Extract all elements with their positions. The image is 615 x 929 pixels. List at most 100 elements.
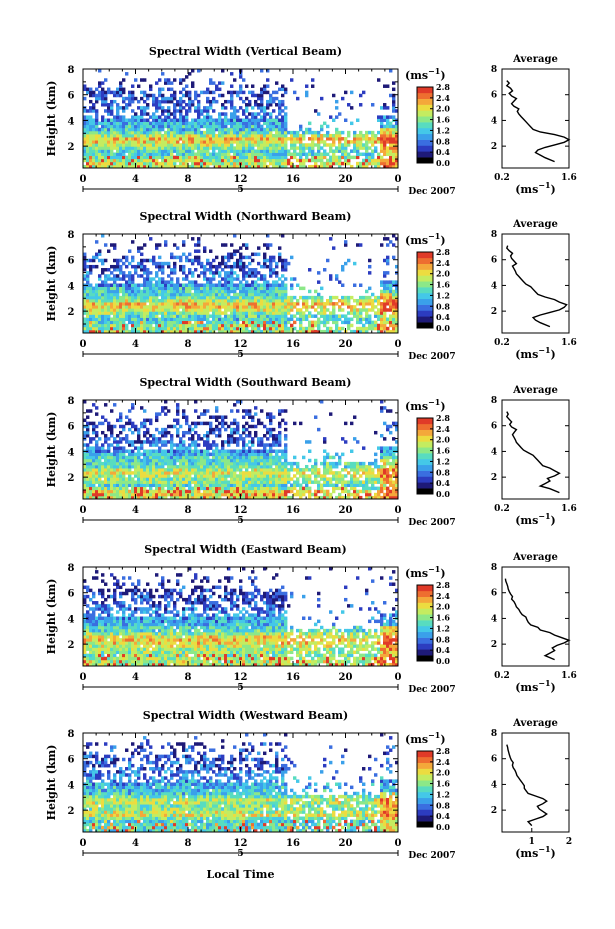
heatmap-cell — [356, 146, 360, 150]
heatmap-cell — [173, 130, 177, 135]
heatmap-cell — [203, 323, 207, 328]
heatmap-cell — [161, 271, 165, 275]
heatmap-cell — [137, 320, 141, 325]
heatmap-cell — [392, 152, 396, 157]
heatmap-cell — [236, 137, 240, 141]
heatmap-cell — [347, 155, 351, 160]
heatmap-cell — [170, 127, 174, 132]
heatmap-cell — [101, 317, 105, 322]
heatmap-cell — [257, 302, 261, 306]
heatmap-cell — [368, 258, 372, 263]
heatmap-cell — [86, 143, 90, 147]
heatmap-cell — [347, 133, 351, 138]
heatmap-cell — [254, 317, 258, 322]
heatmap-cell — [227, 298, 231, 303]
heatmap-cell — [158, 329, 162, 334]
heatmap-cell — [92, 427, 96, 432]
heatmap-cell — [203, 409, 207, 413]
heatmap-cell — [206, 464, 210, 469]
heatmap-cell — [92, 158, 96, 163]
heatmap-cell — [206, 317, 210, 322]
heatmap-cell — [188, 146, 192, 150]
heatmap-cell — [326, 124, 330, 129]
heatmap-cell — [173, 489, 177, 494]
heatmap-cell — [308, 121, 312, 126]
heatmap-cell — [128, 137, 132, 141]
heatmap-cell — [170, 283, 174, 287]
heatmap-cell — [164, 96, 168, 101]
heatmap-cell — [197, 158, 201, 163]
heatmap-cell — [158, 78, 162, 82]
heatmap-cell — [311, 140, 315, 144]
heatmap-cell — [83, 295, 87, 300]
heatmap-cell — [95, 323, 99, 328]
heatmap-cell — [263, 277, 267, 281]
heatmap-cell — [350, 295, 354, 300]
heatmap-cell — [122, 452, 126, 457]
heatmap-cell — [197, 308, 201, 312]
heatmap-cell — [155, 452, 159, 457]
heatmap-cell — [140, 468, 144, 472]
heatmap-cell — [230, 149, 234, 153]
heatmap-cell — [200, 143, 204, 147]
heatmap-cell — [350, 317, 354, 322]
heatmap-cell — [284, 305, 288, 309]
heatmap-cell — [236, 152, 240, 157]
heatmap-cell — [116, 277, 120, 281]
heatmap-cell — [149, 121, 153, 126]
heatmap-cell — [383, 146, 387, 150]
heatmap-cell — [155, 140, 159, 144]
heatmap-cell — [206, 90, 210, 95]
heatmap-cell — [101, 323, 105, 328]
heatmap-cell — [209, 458, 213, 463]
heatmap-cell — [203, 286, 207, 291]
heatmap-cell — [269, 329, 273, 334]
heatmap-cell — [104, 158, 108, 163]
heatmap-cell — [263, 121, 267, 126]
heatmap-cell — [224, 317, 228, 322]
heatmap-cell — [182, 140, 186, 144]
heatmap-cell — [191, 471, 195, 475]
heatmap-cell — [260, 90, 264, 95]
heatmap-cell — [299, 127, 303, 132]
heatmap-cell — [122, 99, 126, 104]
heatmap-cell — [197, 474, 201, 478]
heatmap-cell — [98, 93, 102, 98]
heatmap-cell — [389, 283, 393, 287]
heatmap-cell — [152, 261, 156, 266]
heatmap-cell — [128, 152, 132, 157]
heatmap-cell — [254, 152, 258, 157]
heatmap-cell — [137, 106, 141, 110]
heatmap-cell — [254, 283, 258, 287]
heatmap-cell — [194, 461, 198, 466]
heatmap-cell — [89, 323, 93, 328]
heatmap-cell — [383, 286, 387, 291]
heatmap-cell — [149, 277, 153, 281]
heatmap-cell — [281, 305, 285, 309]
heatmap-cell — [155, 471, 159, 475]
heatmap-cell — [179, 446, 183, 450]
heatmap-cell — [371, 140, 375, 144]
heatmap-cell — [188, 106, 192, 110]
heatmap-cell — [227, 317, 231, 322]
heatmap-cell — [212, 118, 216, 122]
heatmap-cell — [209, 430, 213, 435]
heatmap-cell — [278, 305, 282, 309]
heatmap-cell — [155, 130, 159, 135]
heatmap-cell — [215, 305, 219, 309]
heatmap-cell — [158, 446, 162, 450]
heatmap-cell — [212, 292, 216, 297]
heatmap-cell — [161, 143, 165, 147]
heatmap-cell — [98, 258, 102, 263]
heatmap-cell — [296, 146, 300, 150]
heatmap-cell — [227, 121, 231, 126]
heatmap-cell — [284, 295, 288, 300]
heatmap-cell — [86, 140, 90, 144]
heatmap-cell — [197, 329, 201, 334]
heatmap-cell — [278, 317, 282, 322]
heatmap-cell — [164, 452, 168, 457]
heatmap-cell — [263, 164, 267, 169]
heatmap-cell — [194, 292, 198, 297]
heatmap-cell — [158, 103, 162, 107]
